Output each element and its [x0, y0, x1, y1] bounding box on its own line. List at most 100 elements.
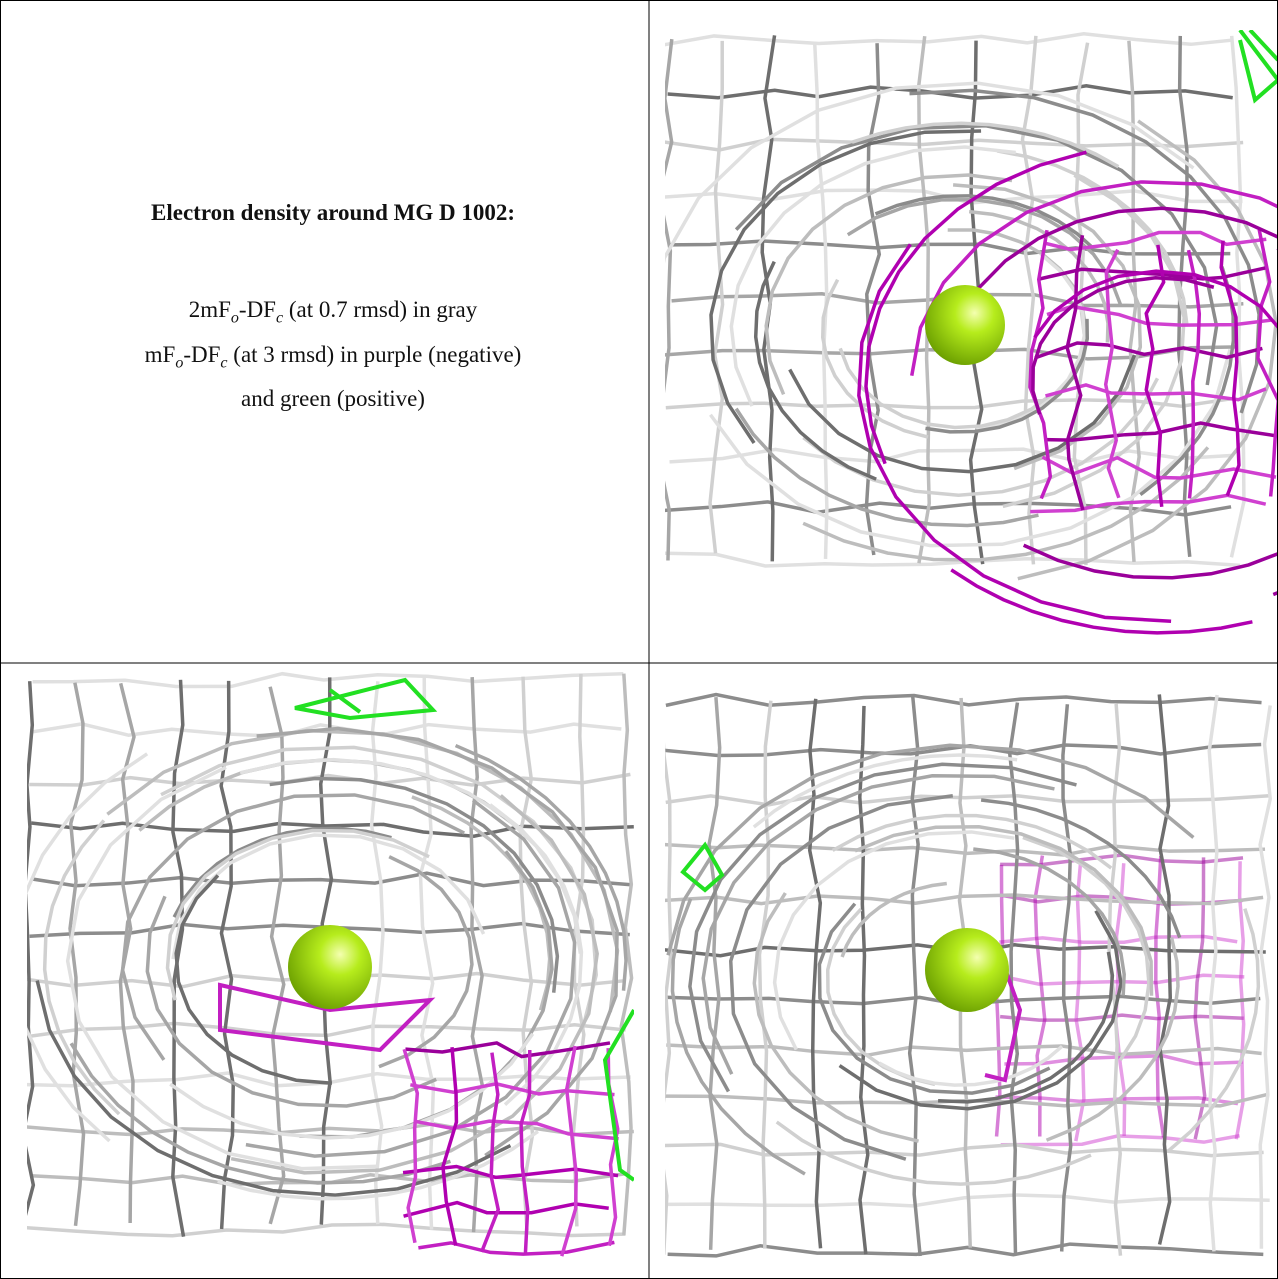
mesh-curve — [688, 762, 1077, 1093]
mesh-curve — [864, 150, 1087, 465]
mesh-curve — [1045, 937, 1180, 1142]
mesh-curve — [925, 318, 1090, 434]
mesh-curve — [975, 252, 1087, 431]
mesh-line — [757, 700, 773, 1249]
mesh-line — [1065, 234, 1085, 511]
mesh-curve — [670, 898, 806, 1176]
mesh-curve — [1031, 276, 1215, 415]
caption-title: Electron density around MG D 1002: — [151, 200, 515, 225]
mesh-curve — [846, 197, 1123, 306]
mesh-curve — [120, 793, 465, 1061]
mesh-curve — [952, 183, 1143, 471]
mesh-curve — [174, 874, 333, 1085]
caption-line: mFo-DFc (at 3 rmsd) in purple (negative) — [20, 337, 646, 382]
mesh-line — [907, 694, 922, 1257]
mesh-line — [1059, 704, 1073, 1252]
mg-ion — [288, 925, 372, 1009]
mesh-line — [1256, 229, 1278, 497]
mesh-line — [667, 1242, 1264, 1258]
mesh-line — [665, 38, 674, 561]
mesh-curve — [820, 278, 929, 439]
mesh-curve — [171, 833, 486, 960]
caption: Electron density around MG D 1002: 2mFo-… — [20, 200, 646, 417]
mesh-line — [27, 1021, 626, 1039]
mesh-line — [708, 40, 725, 554]
mesh-curve — [857, 243, 1172, 624]
mesh-line — [27, 1222, 626, 1238]
mesh-curve — [269, 776, 560, 993]
negative-mesh — [218, 982, 436, 1053]
mesh-curve — [775, 1120, 1092, 1186]
text: mF — [144, 341, 176, 367]
density-panel — [665, 692, 1273, 1258]
mesh-curve — [817, 902, 1051, 1095]
mesh-curve — [27, 752, 149, 1143]
mesh-line — [410, 1081, 615, 1097]
mesh-line — [864, 43, 882, 556]
mesh-curve — [996, 149, 1189, 324]
mesh-curve — [165, 828, 430, 1001]
mesh-line — [669, 447, 1234, 465]
mesh-curve — [788, 354, 1137, 474]
mesh-line — [1007, 702, 1020, 1254]
subscript: o — [230, 309, 239, 327]
mesh-line — [418, 676, 436, 1230]
mesh-curve — [734, 407, 1039, 528]
mesh-line — [666, 1043, 1262, 1057]
mesh-line — [1127, 40, 1141, 563]
density-panel — [27, 671, 634, 1257]
positive-mesh — [1238, 30, 1278, 104]
mesh-curve — [838, 347, 1053, 430]
mesh-curve — [938, 951, 1115, 1104]
mesh-curve — [69, 1042, 451, 1185]
text: -DF — [183, 341, 221, 367]
mesh-line — [518, 676, 535, 1231]
mesh-line — [519, 1050, 532, 1255]
positive-mesh — [602, 1008, 634, 1182]
mesh-line — [560, 1045, 578, 1257]
mesh-curve — [851, 121, 1120, 169]
mesh-line — [1074, 859, 1086, 1142]
text: and green (positive) — [241, 386, 425, 412]
mesh-curve — [42, 819, 121, 1116]
subscript: c — [220, 354, 228, 372]
mesh-curve — [411, 795, 552, 1011]
mesh-curve — [488, 803, 584, 1106]
text: 2mF — [188, 297, 231, 322]
mesh-line — [1234, 861, 1246, 1140]
density-panel — [665, 30, 1278, 635]
mesh-line — [1219, 240, 1241, 497]
mesh-curve — [1002, 173, 1186, 509]
mesh-line — [418, 1240, 615, 1256]
mesh-curve — [666, 743, 1195, 956]
mesh-line — [1043, 230, 1267, 252]
mesh-line — [369, 681, 385, 1225]
mesh-line — [858, 705, 870, 1255]
positive-mesh — [294, 677, 438, 721]
mg-ion — [925, 285, 1005, 365]
mesh-curve — [854, 824, 1154, 996]
caption-line: and green (positive) — [20, 381, 646, 417]
mesh-line — [31, 871, 630, 888]
mesh-line — [1144, 244, 1166, 508]
mesh-line — [665, 692, 1262, 708]
mesh-curve — [1022, 543, 1278, 580]
mesh-curve — [256, 726, 619, 1157]
mesh-curve — [753, 260, 877, 481]
subscript: o — [175, 354, 184, 372]
mesh-line — [402, 1164, 619, 1180]
mesh-line — [1020, 35, 1038, 565]
mesh-curve — [169, 1032, 535, 1140]
mesh-line — [27, 681, 36, 1216]
mesh-curve — [840, 881, 948, 958]
text: (at 0.7 rmsd) in gray — [283, 297, 478, 322]
mesh-line — [29, 722, 622, 739]
mesh-curve — [729, 145, 1016, 407]
mesh-line — [1186, 249, 1202, 499]
mg-ion — [925, 928, 1009, 1012]
mesh-line — [68, 682, 86, 1226]
mesh-line — [1045, 383, 1267, 402]
mesh-line — [619, 673, 634, 1235]
mesh-curve — [454, 743, 628, 991]
